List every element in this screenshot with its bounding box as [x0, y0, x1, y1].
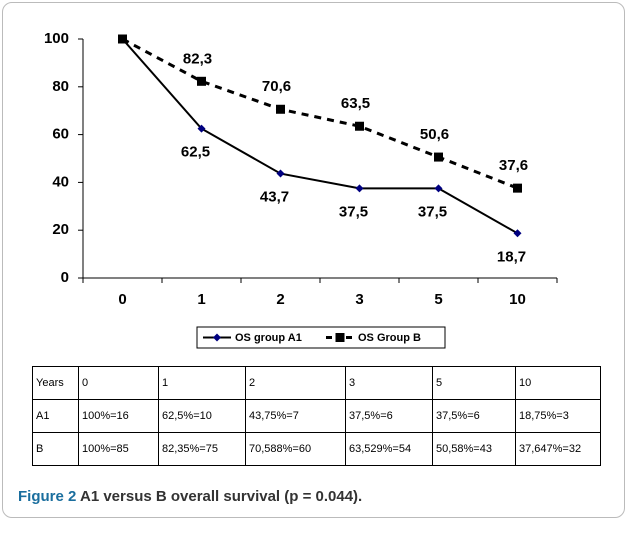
value-label: 37,5 [339, 203, 368, 220]
marker [513, 229, 522, 238]
value-label: 37,5 [418, 203, 447, 220]
table-cell: 2 [245, 366, 346, 400]
table-cell: A1 [32, 399, 79, 433]
legend-item: OS Group B [326, 332, 421, 344]
marker [197, 76, 206, 86]
table-cell: 82,35%=75 [158, 432, 246, 466]
marker [213, 333, 221, 342]
caption-text: A1 versus B overall survival (p = 0.044)… [79, 488, 363, 505]
y-tick-label: 40 [52, 173, 69, 190]
legend-text: OS group A1 [235, 332, 302, 344]
value-label: 70,6 [262, 78, 291, 95]
table-row: Years 0 1 2 3 5 10 [32, 366, 601, 400]
table-cell: Years [32, 366, 79, 400]
chart: 0 20 40 60 80 100 0 1 2 3 5 10 62,5 43,7 37,5 37,5 18,7 8… [44, 30, 558, 349]
figure-frame [2, 2, 625, 518]
legend-text: OS Group B [358, 332, 421, 344]
marker [434, 184, 443, 193]
series-line [121, 37, 519, 190]
value-label: 82,3 [183, 50, 212, 67]
table-cell: 0 [78, 366, 159, 400]
y-tick-label: 100 [44, 30, 69, 47]
marker [434, 152, 443, 162]
value-label: 37,6 [499, 157, 528, 174]
y-tick-label: 20 [52, 221, 69, 238]
table-cell: 3 [345, 366, 433, 400]
table-row: B 100%=85 82,35%=75 70,588%=60 63,529%=54 50,… [32, 432, 601, 466]
x-tick-label: 10 [509, 291, 526, 308]
marker [513, 183, 522, 193]
marker [197, 124, 206, 133]
marker [276, 104, 285, 114]
table-cell: 1 [158, 366, 246, 400]
marker [118, 34, 127, 44]
table-cell: 37,647%=32 [515, 432, 601, 466]
series-line [121, 38, 518, 235]
caption: Figure 2 A1 versus B overall survival (p… [18, 488, 362, 505]
marker [355, 184, 364, 193]
x-tick-label: 5 [434, 291, 442, 308]
x-tick-label: 0 [118, 291, 126, 308]
table-cell: 70,588%=60 [245, 432, 346, 466]
table-cell: 10 [515, 366, 601, 400]
value-label: 50,6 [420, 126, 449, 143]
value-label: 43,7 [260, 189, 289, 206]
table-cell: B [32, 432, 79, 466]
table-cell: 43,75%=7 [245, 399, 346, 433]
y-tick-label: 0 [61, 269, 69, 286]
legend-box [196, 326, 446, 349]
legend-item: OS group A1 [203, 332, 302, 344]
marker [355, 121, 364, 131]
table-cell: 5 [432, 366, 516, 400]
table-cell: 18,75%=3 [515, 399, 601, 433]
table-cell: 50,58%=43 [432, 432, 516, 466]
x-tick-label: 3 [355, 291, 363, 308]
y-tick-label: 80 [52, 78, 69, 95]
caption-label: Figure 2 [18, 488, 77, 505]
marker [276, 169, 285, 178]
table-cell: 62,5%=10 [158, 399, 246, 433]
data-table: Years 0 1 2 3 5 10 A1 100%=16 62,5%=10 43,75%=7 37,… [32, 366, 601, 466]
y-tick-label: 60 [52, 126, 69, 143]
table-cell: 63,529%=54 [345, 432, 433, 466]
x-tick-label: 2 [276, 291, 284, 308]
table-cell: 100%=16 [78, 399, 159, 433]
table-row: A1 100%=16 62,5%=10 43,75%=7 37,5%=6 37,5%=6 1… [32, 399, 601, 433]
value-label: 62,5 [181, 144, 210, 161]
table-cell: 100%=85 [78, 432, 159, 466]
table-cell: 37,5%=6 [345, 399, 433, 433]
x-tick-label: 1 [197, 291, 205, 308]
value-label: 18,7 [497, 248, 526, 265]
marker [335, 333, 345, 342]
table-cell: 37,5%=6 [432, 399, 516, 433]
value-label: 63,5 [341, 95, 370, 112]
